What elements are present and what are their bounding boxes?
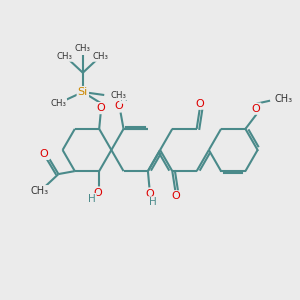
- Text: H: H: [88, 194, 96, 204]
- Text: CH₃: CH₃: [75, 44, 91, 53]
- Text: H: H: [148, 197, 156, 207]
- Text: CH₃: CH₃: [93, 52, 109, 61]
- Text: O: O: [145, 189, 154, 199]
- Text: CH₃: CH₃: [57, 52, 73, 61]
- Text: O: O: [115, 101, 124, 111]
- Text: O: O: [171, 191, 180, 201]
- Text: CH₃: CH₃: [50, 99, 66, 108]
- Text: O: O: [195, 99, 204, 109]
- Text: O: O: [252, 104, 260, 114]
- Text: CH₃: CH₃: [110, 91, 126, 100]
- Text: CH₃: CH₃: [274, 94, 293, 104]
- Text: CH₃: CH₃: [31, 186, 49, 196]
- Text: Si: Si: [78, 87, 88, 97]
- Text: H: H: [120, 93, 128, 103]
- Text: O: O: [40, 149, 49, 159]
- Text: O: O: [96, 103, 105, 113]
- Text: O: O: [93, 188, 102, 197]
